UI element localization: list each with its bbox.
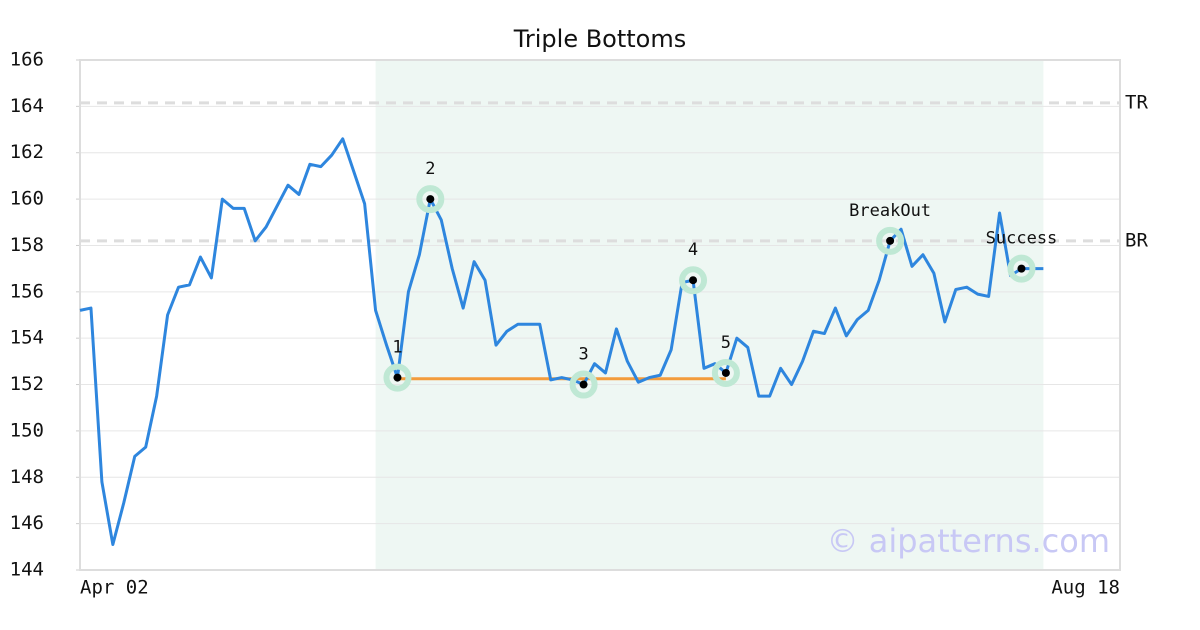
y-tick-label: 156 bbox=[10, 280, 44, 302]
x-tick-label: Aug 18 bbox=[1051, 577, 1120, 599]
watermark: © aipatterns.com bbox=[827, 522, 1110, 560]
y-tick-label: 146 bbox=[10, 512, 44, 534]
y-tick-label: 160 bbox=[10, 188, 44, 210]
marker-halo bbox=[876, 226, 905, 255]
y-tick-label: 148 bbox=[10, 466, 44, 488]
marker-dot bbox=[426, 195, 435, 204]
marker-label: 4 bbox=[688, 240, 698, 260]
marker-halo bbox=[711, 358, 740, 387]
x-tick-label: Apr 02 bbox=[80, 577, 149, 599]
y-tick-label: 158 bbox=[10, 234, 44, 256]
marker-dot bbox=[689, 276, 698, 285]
y-tick-label: 150 bbox=[10, 419, 44, 441]
marker-halo bbox=[569, 370, 598, 399]
marker-dot bbox=[1017, 264, 1026, 273]
y-tick-label: 166 bbox=[10, 49, 44, 71]
level-label: BR bbox=[1125, 229, 1148, 251]
marker-dot bbox=[579, 380, 588, 389]
marker-label: 1 bbox=[392, 338, 402, 358]
level-label: TR bbox=[1125, 91, 1148, 113]
marker-dot bbox=[886, 236, 895, 245]
y-tick-label: 154 bbox=[10, 327, 44, 349]
marker-label: 5 bbox=[721, 333, 731, 353]
price-line bbox=[79, 137, 1044, 546]
marker-halo bbox=[1007, 254, 1036, 283]
y-tick-label: 144 bbox=[10, 559, 44, 581]
y-tick-label: 162 bbox=[10, 141, 44, 163]
marker-halo bbox=[416, 185, 445, 214]
marker-label: 3 bbox=[578, 345, 588, 365]
plot-frame bbox=[79, 59, 1121, 571]
marker-label: BreakOut bbox=[849, 201, 931, 221]
marker-label: Success bbox=[986, 229, 1058, 249]
marker-label: 2 bbox=[425, 159, 435, 179]
chart-title: Triple Bottoms bbox=[513, 25, 687, 53]
marker-dot bbox=[393, 373, 402, 382]
marker-halo bbox=[383, 363, 412, 392]
pattern-region bbox=[375, 60, 1044, 570]
y-tick-label: 164 bbox=[10, 95, 44, 117]
y-tick-label: 152 bbox=[10, 373, 44, 395]
marker-dot bbox=[721, 368, 730, 377]
marker-halo bbox=[679, 266, 708, 295]
